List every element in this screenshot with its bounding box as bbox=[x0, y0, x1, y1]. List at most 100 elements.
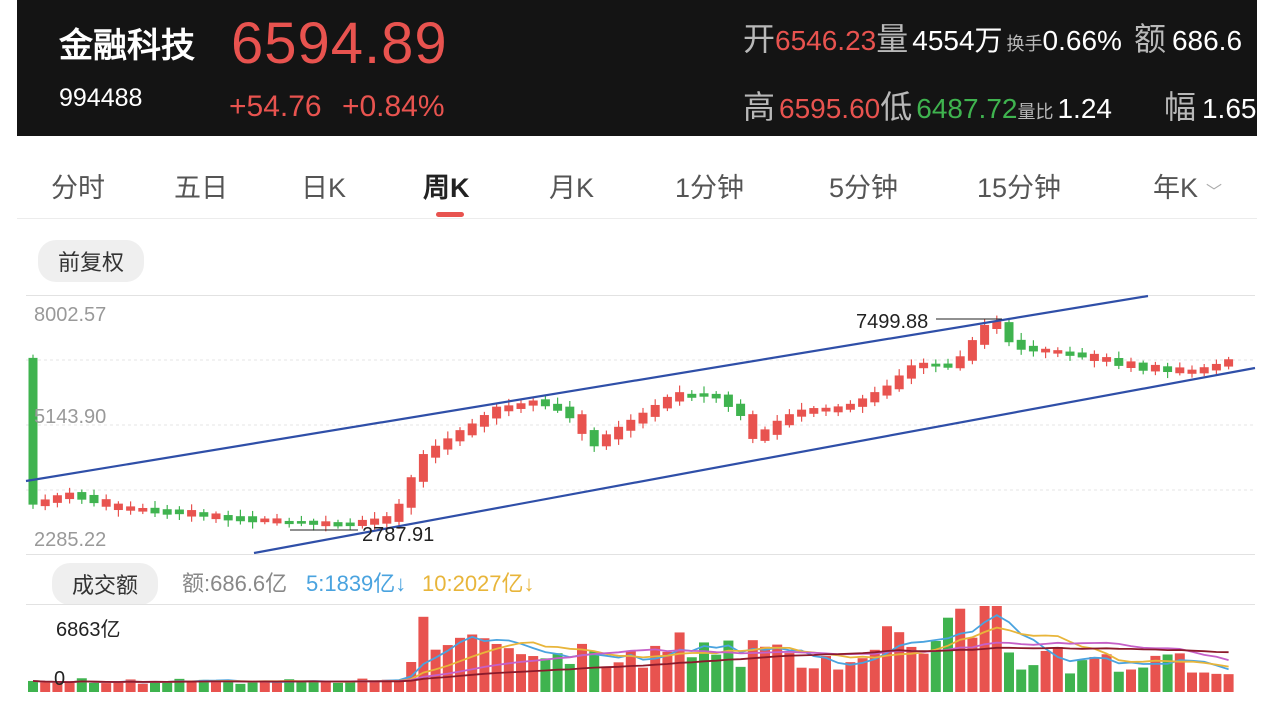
tab-15min[interactable]: 15分钟 bbox=[977, 173, 1062, 203]
candle-body bbox=[589, 430, 599, 447]
volume-bar bbox=[308, 681, 319, 692]
volume-bar bbox=[516, 654, 526, 692]
volume-bar bbox=[1126, 669, 1136, 692]
tab-yearly-k[interactable]: 年K ﹀ bbox=[1153, 166, 1222, 205]
volume-bar bbox=[564, 663, 575, 692]
volume-zero-label: 0 bbox=[54, 668, 66, 690]
chart-top-border bbox=[26, 295, 1255, 296]
candle-body bbox=[284, 520, 294, 525]
candle-body bbox=[248, 516, 258, 523]
tab-daily-k[interactable]: 日K bbox=[301, 173, 347, 203]
kline-candles bbox=[28, 315, 1234, 532]
volume-bar bbox=[162, 682, 173, 692]
volume-top-border bbox=[26, 604, 1255, 605]
candle-body bbox=[272, 518, 282, 524]
volume-bar bbox=[869, 649, 880, 692]
candle-body bbox=[675, 392, 685, 402]
amplitude-label: 幅 bbox=[1163, 89, 1196, 125]
volume-bar bbox=[845, 662, 856, 692]
candle-body bbox=[479, 415, 489, 427]
volume-bar bbox=[442, 645, 453, 692]
period-tabs: 分时 五日 日K 周K 月K 1分钟 5分钟 15分钟 年K ﹀ bbox=[17, 150, 1257, 219]
volume-bar bbox=[589, 651, 600, 692]
candle-body bbox=[394, 503, 404, 522]
volume-bar bbox=[223, 680, 234, 692]
index-name: 金融科技 bbox=[59, 27, 195, 65]
volume-bar bbox=[882, 626, 892, 692]
tab-monthly-k[interactable]: 月K bbox=[549, 173, 595, 203]
candle-body bbox=[1138, 362, 1148, 371]
tab-1min[interactable]: 1分钟 bbox=[675, 173, 745, 203]
volume-bar bbox=[174, 678, 185, 692]
volume-amount-info: 额:686.6亿 bbox=[182, 571, 288, 596]
volume-bar bbox=[369, 681, 380, 692]
candle-body bbox=[199, 512, 209, 517]
tab-weekly-k[interactable]: 周K bbox=[423, 173, 470, 203]
volume-type-button[interactable]: 成交额 bbox=[52, 563, 159, 605]
volume-bar bbox=[1016, 669, 1027, 692]
candle-body bbox=[223, 515, 233, 521]
volume-bar bbox=[137, 683, 148, 692]
volume-bar bbox=[247, 682, 258, 692]
volume-bar bbox=[259, 680, 270, 692]
candle-body bbox=[1150, 364, 1160, 372]
volume-bars bbox=[28, 606, 1234, 692]
volume-bar bbox=[991, 606, 1002, 692]
volume-bar bbox=[967, 637, 978, 692]
volume-bar bbox=[723, 640, 734, 692]
volume-bar bbox=[101, 683, 112, 692]
volume-ratio-value: 1.24 bbox=[1057, 93, 1112, 124]
volume-bar bbox=[1187, 672, 1197, 692]
tab-minute[interactable]: 分时 bbox=[51, 173, 105, 203]
candle-body bbox=[1077, 352, 1087, 358]
volume-bar bbox=[40, 682, 51, 692]
volume-bar bbox=[357, 678, 368, 692]
tab-five-day[interactable]: 五日 bbox=[174, 173, 228, 203]
candle-body bbox=[321, 521, 331, 527]
volume-bar bbox=[833, 669, 844, 692]
volume-bar bbox=[479, 638, 490, 692]
candle-body bbox=[662, 396, 672, 409]
volume-bar bbox=[650, 645, 661, 692]
candle-body bbox=[101, 499, 111, 507]
tab-5min[interactable]: 5分钟 bbox=[829, 173, 899, 203]
y-axis-label-mid: 5143.90 bbox=[34, 406, 107, 428]
volume-bar bbox=[625, 650, 636, 692]
quote-header: 金融科技 994488 6594.89 +54.76 +0.84% 开6546.… bbox=[17, 0, 1257, 136]
candle-body bbox=[126, 506, 136, 511]
amount-label: 额 bbox=[1133, 21, 1166, 57]
volume-ma5-info: 5:1839亿↓ bbox=[306, 571, 407, 596]
candle-body bbox=[211, 513, 221, 520]
candle-body bbox=[370, 518, 380, 525]
turnover-label: 换手 bbox=[1006, 34, 1043, 54]
candle-body bbox=[601, 434, 611, 447]
volume-bar bbox=[808, 668, 819, 692]
candle-body bbox=[382, 516, 392, 524]
y-axis-label-bottom: 2285.22 bbox=[34, 529, 107, 551]
y-axis-label-top: 8002.57 bbox=[34, 304, 107, 326]
change-percent: +0.84% bbox=[341, 90, 445, 123]
candle-body bbox=[1199, 367, 1209, 374]
volume-bar bbox=[796, 667, 807, 692]
volume-bar bbox=[76, 678, 87, 692]
candle-body bbox=[833, 406, 843, 413]
volume-bar bbox=[662, 651, 673, 692]
low-value: 6487.72 bbox=[916, 93, 1018, 124]
adjust-button[interactable]: 前复权 bbox=[38, 240, 145, 282]
candle-body bbox=[1016, 339, 1026, 350]
candle-body bbox=[235, 516, 245, 522]
open-label: 开 bbox=[743, 21, 776, 57]
volume-bar bbox=[1028, 665, 1039, 692]
volume-ma-lines bbox=[32, 614, 1229, 684]
volume-bar bbox=[455, 637, 465, 692]
volume-bar bbox=[772, 644, 783, 692]
amount-value: 686.6 bbox=[1171, 25, 1243, 56]
candle-body bbox=[309, 520, 319, 525]
candle-body bbox=[357, 519, 367, 526]
volume-bar bbox=[821, 656, 831, 692]
candle-body bbox=[919, 362, 929, 369]
volume-bar bbox=[601, 666, 612, 692]
candle-body bbox=[162, 509, 172, 515]
